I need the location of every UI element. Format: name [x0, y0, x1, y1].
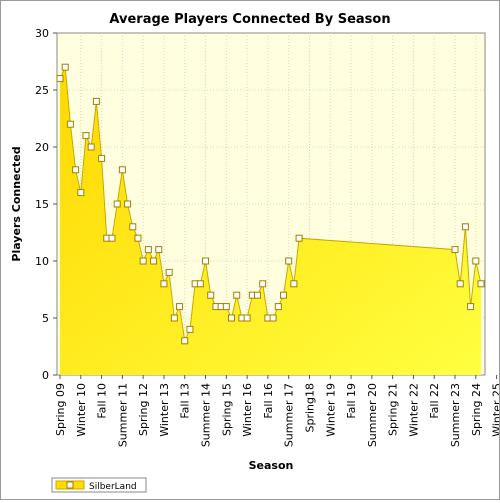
x-tick-label: Spring 24	[470, 383, 483, 436]
data-point	[461, 223, 469, 231]
x-tick-label: Summer 20	[366, 383, 379, 447]
data-point	[279, 291, 287, 299]
chart-title: Average Players Connected By Season	[109, 12, 390, 27]
data-point	[181, 337, 189, 345]
data-point	[243, 314, 251, 322]
area-layer	[56, 63, 485, 375]
x-tick-label: Summer 23	[449, 383, 462, 447]
legend-marker	[66, 481, 74, 489]
data-point	[467, 303, 475, 311]
data-point	[150, 257, 158, 265]
data-point	[186, 325, 194, 333]
x-tick-label: Fall 10	[96, 383, 109, 419]
legend-label: SilberLand	[89, 482, 137, 492]
y-axis-label: Players Connected	[10, 146, 23, 261]
data-point	[72, 166, 80, 174]
data-point	[285, 257, 293, 265]
data-point	[87, 143, 95, 151]
data-point	[66, 120, 74, 128]
data-point	[274, 303, 282, 311]
legend: SilberLand	[51, 477, 147, 493]
data-point	[165, 268, 173, 276]
data-point	[176, 303, 184, 311]
data-point	[98, 154, 106, 162]
data-point	[228, 314, 236, 322]
data-point	[160, 280, 168, 288]
data-point	[118, 166, 126, 174]
data-point	[295, 234, 303, 242]
data-point	[82, 132, 90, 140]
x-tick-label: Winter 10	[75, 383, 88, 437]
x-tick-label: Summer 17	[283, 383, 296, 447]
x-tick-label: Spring 21	[387, 383, 400, 436]
data-point	[196, 280, 204, 288]
data-point	[108, 234, 116, 242]
data-point	[207, 291, 215, 299]
x-tick-label: Winter 13	[158, 383, 171, 437]
data-point	[92, 97, 100, 105]
x-tick-label: Winter 16	[241, 383, 254, 437]
data-point	[134, 234, 142, 242]
x-axis-label: Season	[249, 459, 294, 472]
data-point	[144, 246, 152, 254]
data-point	[477, 280, 485, 288]
data-point	[451, 246, 459, 254]
x-tick-label: Summer 14	[200, 383, 213, 447]
x-tick-label: Fall 13	[179, 383, 192, 419]
data-point	[472, 257, 480, 265]
x-tick-label: Fall 16	[262, 383, 275, 419]
x-tick-label: Fall 22	[428, 383, 441, 419]
data-point	[77, 189, 85, 197]
x-axis: Spring 09 Winter 10 Fall 10 Summer 11 Spring…	[54, 375, 500, 447]
data-point	[155, 246, 163, 254]
data-point	[233, 291, 241, 299]
x-tick-label: Summer 11	[116, 383, 129, 447]
x-tick-label: Fall 19	[345, 383, 358, 419]
x-tick-label: Spring 09	[54, 383, 67, 436]
x-tick-label: Spring18	[303, 383, 316, 433]
data-point	[290, 280, 298, 288]
data-point	[113, 200, 121, 208]
y-axis: 0 5 10 15 20 25 30	[35, 27, 57, 382]
data-point	[254, 291, 262, 299]
x-tick-label: Winter 25	[491, 383, 499, 437]
data-point	[61, 63, 69, 71]
y-tick-label: 20	[35, 141, 49, 154]
x-tick-label: Spring 15	[220, 383, 233, 436]
x-tick-label: Winter 22	[407, 383, 420, 437]
series-area	[60, 67, 481, 375]
data-point	[202, 257, 210, 265]
data-point	[269, 314, 277, 322]
data-point	[129, 223, 137, 231]
data-point	[259, 280, 267, 288]
y-tick-label: 5	[42, 312, 49, 325]
y-tick-label: 10	[35, 255, 49, 268]
y-tick-label: 30	[35, 27, 49, 40]
y-tick-label: 0	[42, 369, 49, 382]
data-point	[170, 314, 178, 322]
y-tick-label: 15	[35, 198, 49, 211]
data-point	[456, 280, 464, 288]
data-point	[139, 257, 147, 265]
x-tick-label: Spring 12	[137, 383, 150, 436]
data-point	[222, 303, 230, 311]
data-point	[56, 75, 64, 83]
y-tick-label: 25	[35, 84, 49, 97]
data-point	[124, 200, 132, 208]
x-tick-label: Winter 19	[324, 383, 337, 437]
